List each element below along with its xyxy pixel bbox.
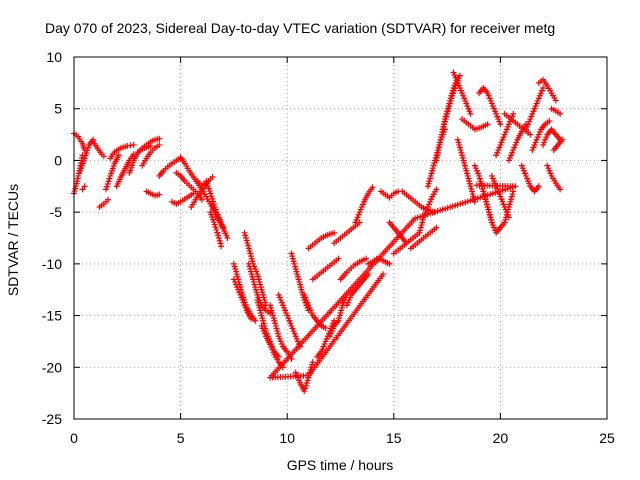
data-point: [510, 110, 517, 117]
data-point: [363, 255, 370, 262]
data-point: [207, 176, 214, 183]
data-point: [100, 153, 107, 160]
data-point: [209, 195, 216, 202]
data-point: [302, 382, 309, 389]
data-point: [497, 121, 504, 128]
data-point: [210, 198, 217, 205]
x-tick-label: 5: [177, 430, 185, 446]
data-point: [557, 110, 564, 117]
data-point: [106, 175, 113, 182]
data-point: [557, 186, 564, 193]
data-point: [252, 317, 259, 324]
data-point: [130, 141, 137, 148]
data-point: [105, 178, 112, 185]
data-point: [527, 131, 534, 138]
data-point: [102, 186, 109, 193]
data-point: [213, 226, 220, 233]
data-point: [467, 110, 474, 117]
data-point: [216, 237, 223, 244]
data-point: [433, 224, 440, 231]
data-point: [81, 183, 88, 190]
data-point: [210, 201, 217, 208]
data-point: [207, 190, 214, 197]
data-point: [546, 118, 553, 125]
data-point: [247, 315, 254, 322]
x-tick-label: 25: [599, 430, 615, 446]
data-point: [104, 181, 111, 188]
data-point: [559, 136, 566, 143]
y-tick-label: -20: [42, 359, 62, 375]
data-point: [81, 155, 88, 162]
data-point: [208, 193, 215, 200]
data-point: [386, 260, 393, 267]
data-point: [156, 141, 163, 148]
data-point: [473, 182, 480, 189]
x-tick-label: 10: [279, 430, 295, 446]
data-point: [484, 121, 491, 128]
x-axis-label: GPS time / hours: [287, 457, 394, 473]
data-point: [211, 221, 218, 228]
data-point: [301, 388, 308, 395]
data-point: [215, 232, 222, 239]
x-tick-label: 0: [70, 430, 78, 446]
data-point: [212, 224, 219, 231]
data-point: [331, 229, 338, 236]
data-point: [309, 359, 316, 366]
data-point: [103, 183, 110, 190]
data-points: [71, 69, 566, 395]
grid-lines: [74, 57, 607, 419]
x-tick-labels: 0 5 10 15 20 25: [70, 430, 615, 446]
data-point: [84, 147, 91, 154]
y-tick-label: -25: [42, 411, 62, 427]
data-point: [224, 235, 231, 241]
x-tick-label: 15: [386, 430, 402, 446]
data-point: [540, 85, 547, 92]
y-tick-label: 0: [54, 152, 62, 168]
data-point: [198, 196, 205, 203]
y-tick-labels: -25 -20 -15 -10 -5 0 5 10: [42, 49, 62, 427]
data-point: [456, 72, 463, 79]
data-point: [433, 186, 440, 193]
y-tick-label: -5: [50, 204, 63, 220]
data-point: [214, 229, 221, 236]
data-point: [304, 377, 311, 384]
y-tick-label: 5: [54, 101, 62, 117]
data-point: [552, 97, 559, 104]
y-tick-label: -15: [42, 308, 62, 324]
data-point: [79, 186, 86, 193]
data-point: [302, 385, 309, 392]
y-axis-label: SDTVAR / TECUs: [5, 184, 21, 296]
data-point: [217, 240, 224, 247]
data-point: [156, 191, 163, 198]
data-point: [105, 196, 112, 203]
data-point: [156, 135, 163, 142]
x-tick-label: 20: [493, 430, 509, 446]
data-point: [369, 184, 376, 191]
data-point: [218, 243, 225, 250]
data-point: [335, 255, 342, 262]
data-point: [85, 144, 92, 151]
data-point: [303, 380, 310, 387]
y-tick-label: 10: [46, 49, 62, 65]
data-point: [82, 152, 89, 159]
data-point: [83, 149, 90, 156]
data-point: [322, 324, 329, 331]
axis-ticks: [73, 56, 608, 420]
chart-title: Day 070 of 2023, Sidereal Day-to-day VTE…: [45, 20, 555, 36]
data-point: [535, 183, 542, 190]
plot-frame: [73, 56, 608, 420]
y-tick-label: -10: [42, 256, 62, 272]
data-point: [115, 152, 122, 159]
data-point: [215, 235, 222, 241]
